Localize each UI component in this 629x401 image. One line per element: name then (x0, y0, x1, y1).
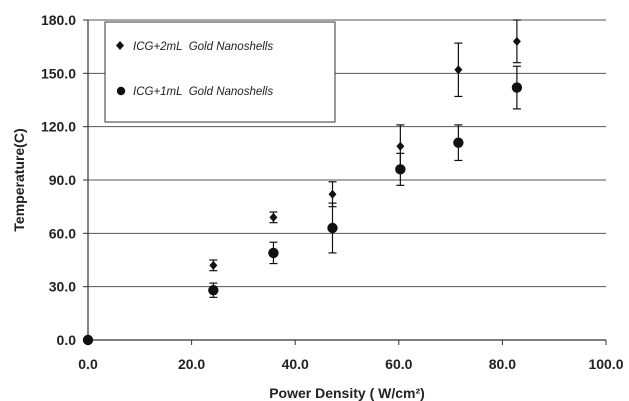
y-tick-label: 150.0 (41, 65, 76, 81)
y-tick-label: 60.0 (49, 225, 76, 241)
legend-marker-diamond-icon (116, 41, 124, 50)
legend-box (104, 21, 336, 123)
data-point-series-1-diamond (454, 65, 463, 75)
y-tick-label: 120.0 (41, 119, 76, 135)
data-marks (82, 19, 523, 346)
x-tick-label: 80.0 (489, 356, 516, 372)
x-axis-title: Power Density ( W/cm²) (269, 385, 425, 401)
data-point-series-1-diamond (512, 36, 521, 46)
data-point-series-1-diamond (209, 260, 218, 270)
data-point-series-2-circle (511, 82, 523, 93)
legend: ICG+2mL Gold Nanoshells ICG+1mL Gold Nan… (104, 21, 336, 123)
x-tick-label: 60.0 (385, 356, 412, 372)
data-point-series-2-circle (208, 285, 219, 296)
y-axis-title: Temperature(C) (11, 128, 27, 231)
data-point-series-1-diamond (269, 212, 278, 222)
y-tick-label: 30.0 (49, 279, 76, 295)
legend-label-series-1: ICG+2mL Gold Nanoshells (133, 41, 273, 53)
data-point-series-2-circle (268, 247, 279, 259)
data-point-series-1-diamond (396, 141, 405, 151)
tick-labels: 0.0 30.0 60.0 90.0 120.0 150.0 180.0 0.0 20.0 40.… (41, 12, 624, 372)
legend-label-series-2: ICG+1mL Gold Nanoshells (133, 86, 273, 98)
y-tick-label: 180.0 (41, 12, 76, 28)
x-tick-label: 40.0 (282, 356, 309, 372)
x-tick-label: 0.0 (78, 356, 98, 372)
y-tick-label: 0.0 (57, 332, 77, 348)
data-point-series-2-circle (82, 334, 94, 346)
data-point-series-2-circle (453, 137, 464, 148)
data-point-series-2-circle (395, 164, 406, 175)
data-point-series-2-circle (327, 222, 338, 234)
y-tick-label: 90.0 (49, 172, 76, 188)
data-point-series-1-diamond (328, 189, 337, 199)
x-tick-label: 100.0 (588, 356, 623, 372)
legend-marker-circle-icon (116, 86, 126, 96)
x-tick-label: 20.0 (178, 356, 205, 372)
